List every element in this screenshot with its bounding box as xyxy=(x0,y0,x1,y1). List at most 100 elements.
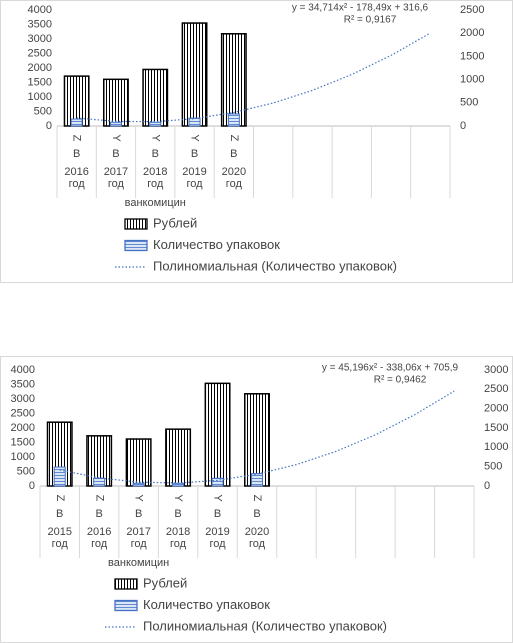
bar xyxy=(211,477,224,487)
y-tick-label: 2000 xyxy=(11,422,35,434)
y2-tick-label: 0 xyxy=(460,120,466,132)
y-tick-label: 1000 xyxy=(28,91,52,103)
bar xyxy=(220,33,247,127)
bar xyxy=(181,22,208,127)
y-tick-label: 1500 xyxy=(28,76,52,88)
y-tick-label: 1000 xyxy=(11,451,35,463)
y-tick-label: 3500 xyxy=(11,378,35,390)
category-sub: В xyxy=(73,148,80,160)
bar xyxy=(53,466,66,487)
category-sub: В xyxy=(56,508,63,520)
trend-equation: y = 45,196x² - 338,06x + 705,9 xyxy=(322,363,459,374)
legend-label: Количество упаковок xyxy=(143,597,270,612)
legend-swatch xyxy=(124,218,148,230)
y-tick-label: 2500 xyxy=(11,407,35,419)
y2-tick-label: 2500 xyxy=(484,383,508,395)
category-sub: В xyxy=(191,148,198,160)
category-code: Y xyxy=(133,494,145,502)
category-sub: В xyxy=(230,148,237,160)
legend-label: Рублей xyxy=(153,215,197,230)
bar xyxy=(86,435,113,487)
y-tick-label: 1500 xyxy=(11,436,35,448)
group-label: ванкомицин xyxy=(125,197,186,209)
x-tick-label: 2016 год xyxy=(64,166,89,190)
category-code: Z xyxy=(251,495,263,502)
y-tick-label: 500 xyxy=(34,105,52,117)
x-tick-label: 2020 год xyxy=(244,526,270,550)
legend-label: Количество упаковок xyxy=(153,237,280,252)
trend-line xyxy=(76,32,431,123)
y2-tick-label: 1500 xyxy=(484,422,508,434)
y2-tick-label: 2000 xyxy=(484,403,508,415)
bar xyxy=(103,78,129,127)
y2-tick-label: 2500 xyxy=(460,4,484,16)
category-code: Y xyxy=(149,134,161,142)
bar xyxy=(188,117,201,127)
bar xyxy=(204,382,231,487)
x-tick-label: 2020 год xyxy=(221,166,247,190)
bar xyxy=(250,473,264,487)
bar xyxy=(93,477,106,487)
y2-tick-label: 1500 xyxy=(460,50,484,62)
category-code: Y xyxy=(110,134,122,142)
x-tick-label: 2018 год xyxy=(165,526,191,550)
category-code: Z xyxy=(71,135,83,142)
y-tick-label: 2500 xyxy=(28,47,52,59)
y-tick-label: 500 xyxy=(17,465,35,477)
group-label: ванкомицин xyxy=(108,557,169,569)
bar xyxy=(109,121,122,127)
legend-label: Рублей xyxy=(143,575,187,590)
category-code: Y xyxy=(212,494,224,502)
y-tick-label: 0 xyxy=(46,120,52,132)
y2-tick-label: 500 xyxy=(484,461,502,473)
category-sub: В xyxy=(112,148,119,160)
category-code: Y xyxy=(172,494,184,502)
y-tick-label: 0 xyxy=(29,480,35,492)
y2-tick-label: 3000 xyxy=(484,364,508,376)
category-code: Z xyxy=(93,495,105,502)
bar xyxy=(172,482,185,487)
bar xyxy=(149,121,162,127)
trend-r2: R² = 0,9462 xyxy=(374,375,427,386)
x-tick-label: 2018 год xyxy=(143,166,168,190)
bar xyxy=(70,118,83,127)
trend-equation: y = 34,714x² - 178,49x + 316,6 xyxy=(292,3,429,14)
bar xyxy=(227,113,240,127)
bar xyxy=(165,428,192,487)
y-tick-label: 3000 xyxy=(11,393,35,405)
bar xyxy=(63,75,90,127)
bar xyxy=(132,482,145,487)
legend-swatch xyxy=(124,239,148,252)
legend-swatch xyxy=(114,578,138,590)
y-tick-label: 4000 xyxy=(11,364,35,376)
legend-label: Полиномиальная (Количество упаковок) xyxy=(153,258,397,273)
category-code: Z xyxy=(54,495,66,502)
y2-tick-label: 2000 xyxy=(460,27,484,39)
category-code: Z xyxy=(228,135,240,142)
bar xyxy=(244,393,270,487)
category-sub: В xyxy=(214,508,221,520)
bar xyxy=(125,438,152,487)
legend-label: Полиномиальная (Количество упаковок) xyxy=(143,618,387,633)
x-tick-label: 2016 год xyxy=(86,526,112,550)
trend-line xyxy=(59,390,455,484)
x-tick-label: 2017 год xyxy=(126,526,151,550)
x-tick-label: 2019 год xyxy=(182,166,207,190)
category-sub: В xyxy=(253,508,260,520)
y-tick-label: 2000 xyxy=(28,62,52,74)
category-sub: В xyxy=(174,508,181,520)
y2-tick-label: 500 xyxy=(460,97,478,109)
category-sub: В xyxy=(135,508,142,520)
x-tick-label: 2015 год xyxy=(47,526,72,550)
y-tick-label: 4000 xyxy=(28,4,52,16)
y-tick-label: 3500 xyxy=(28,18,52,30)
y2-tick-label: 0 xyxy=(484,480,490,492)
y2-tick-label: 1000 xyxy=(484,441,508,453)
bar xyxy=(142,68,169,127)
y2-tick-label: 1000 xyxy=(460,74,484,86)
category-sub: В xyxy=(152,148,159,160)
category-code: Y xyxy=(189,134,201,142)
y-tick-label: 3000 xyxy=(28,33,52,45)
